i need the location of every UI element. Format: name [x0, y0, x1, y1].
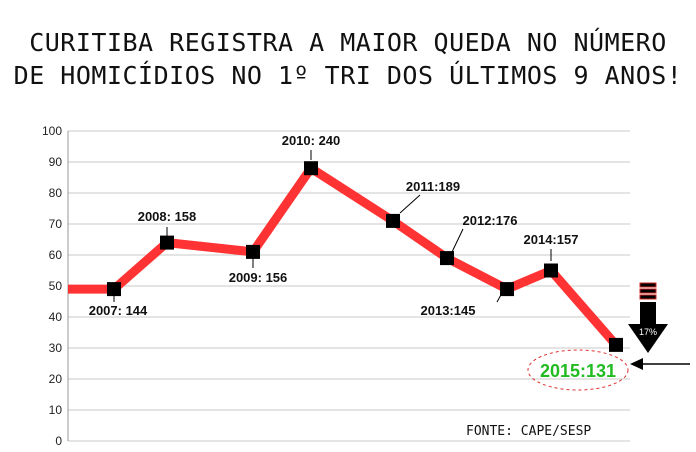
- data-labels: 2007: 144 2008: 158 2009: 156 2010: 240 2011…: [89, 133, 579, 318]
- series-line-path: [68, 163, 620, 348]
- data-point-marker: [386, 213, 400, 228]
- y-tick-label: 20: [49, 372, 63, 386]
- drop-badge-label: 17%: [639, 327, 657, 337]
- pointer-arrow-head: [630, 358, 643, 370]
- source-note: FONTE: CAPE/SESP: [466, 424, 592, 439]
- y-tick-label: 60: [49, 248, 63, 262]
- data-label: 2011:189: [406, 179, 460, 194]
- data-point-marker: [304, 161, 318, 176]
- data-point-marker: [609, 337, 623, 352]
- y-axis-tick-labels: 0 10 20 30 40 50 60 70 80 90 100: [42, 124, 62, 448]
- series-line: [68, 163, 620, 348]
- data-label: 2012:176: [463, 213, 518, 228]
- down-arrow-bar: [639, 288, 657, 294]
- down-arrow-bar: [639, 282, 657, 288]
- data-label: 2007: 144: [89, 303, 148, 318]
- down-arrow-icon: [628, 324, 668, 353]
- y-tick-label: 90: [49, 155, 63, 169]
- data-label: 2013:145: [421, 303, 476, 318]
- data-point-marker: [246, 244, 260, 259]
- data-label: 2009: 156: [229, 270, 288, 285]
- leader-line: [496, 292, 503, 303]
- y-tick-label: 80: [49, 186, 63, 200]
- y-tick-label: 50: [49, 279, 63, 293]
- data-label: 2010: 240: [282, 133, 341, 148]
- highlight-label: 2015:131: [540, 361, 616, 381]
- data-label: 2014:157: [524, 232, 579, 247]
- chart-title-line-2: DE HOMICÍDIOS NO 1º TRI DOS ÚLTIMOS 9 AN…: [13, 61, 683, 90]
- y-tick-label: 0: [55, 434, 62, 448]
- data-point-marker: [544, 263, 558, 278]
- y-tick-label: 30: [49, 341, 63, 355]
- data-markers: [107, 161, 623, 352]
- leader-line: [451, 228, 464, 253]
- down-arrow-shaft: [640, 302, 656, 324]
- down-arrow-bar: [639, 294, 657, 300]
- y-tick-label: 70: [49, 217, 63, 231]
- data-point-marker: [107, 282, 121, 297]
- y-tick-label: 10: [49, 403, 63, 417]
- data-label: 2008: 158: [138, 209, 197, 224]
- data-point-marker: [500, 282, 514, 297]
- y-tick-label: 40: [49, 310, 63, 324]
- data-point-marker: [440, 251, 454, 266]
- y-tick-label: 100: [42, 124, 62, 138]
- leader-line: [399, 194, 421, 214]
- annotations: 2015:131 17%: [527, 282, 690, 391]
- grid-lines: [67, 130, 630, 442]
- data-point-marker: [160, 235, 174, 250]
- highlight-ellipse: [527, 349, 629, 391]
- chart-title-line-1: CURITIBA REGISTRA A MAIOR QUEDA NO NÚMER…: [29, 28, 667, 57]
